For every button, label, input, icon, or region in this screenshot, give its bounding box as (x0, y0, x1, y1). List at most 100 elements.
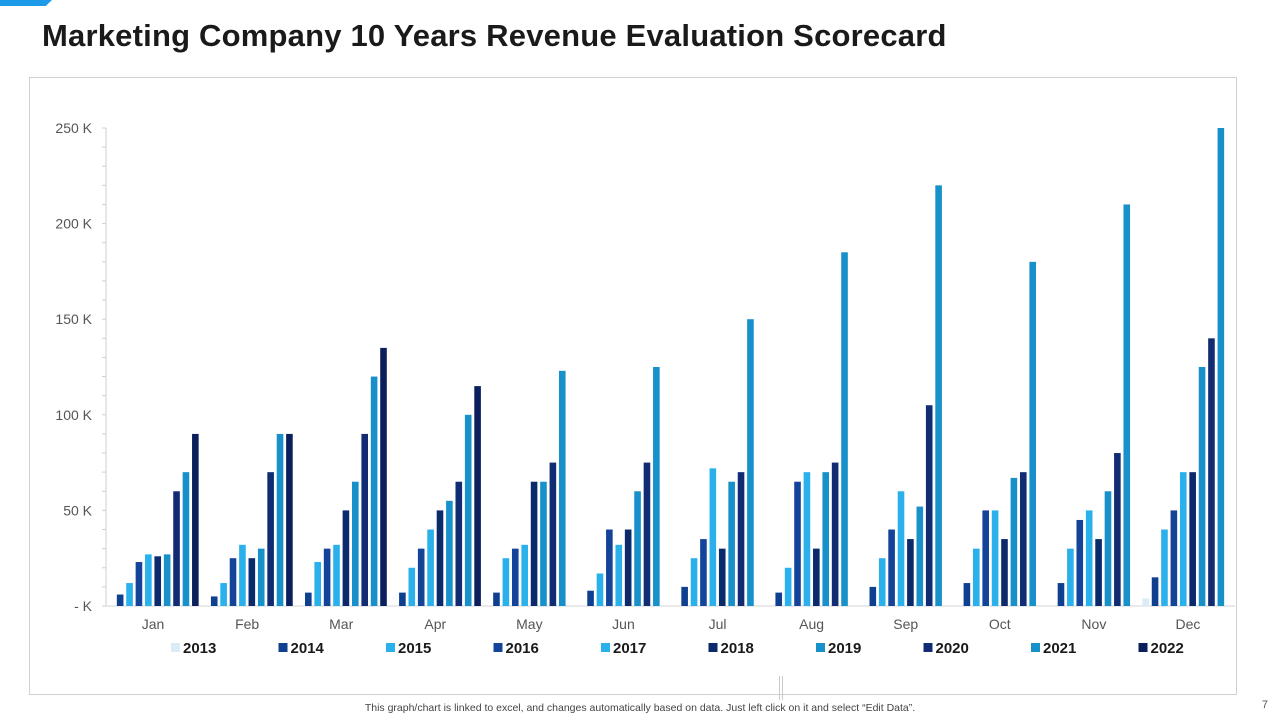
legend-label-2016[interactable]: 2016 (506, 640, 539, 657)
bar-2020-jun[interactable] (643, 462, 651, 606)
bar-2021-oct[interactable] (1029, 261, 1036, 606)
bar-2016-nov[interactable] (1076, 519, 1084, 606)
bar-2017-dec[interactable] (1179, 472, 1187, 606)
bar-2022-apr[interactable] (474, 386, 481, 606)
legend-label-2015[interactable]: 2015 (398, 640, 431, 657)
bar-2021-dec[interactable] (1217, 128, 1225, 606)
bar-2018-apr[interactable] (436, 510, 444, 606)
bar-2014-jun[interactable] (587, 590, 594, 606)
legend-label-2014[interactable]: 2014 (291, 640, 325, 657)
bar-2019-jan[interactable] (163, 554, 171, 606)
bar-2014-jul[interactable] (681, 586, 688, 606)
bar-2017-sep[interactable] (897, 491, 905, 606)
legend-label-2013[interactable]: 2013 (183, 640, 216, 657)
bar-2021-jan[interactable] (182, 472, 190, 606)
bar-2017-feb[interactable] (239, 544, 246, 606)
bar-2015-oct[interactable] (972, 548, 980, 606)
bar-2022-mar[interactable] (380, 347, 387, 606)
bar-2019-jun[interactable] (634, 491, 641, 606)
bar-2014-dec[interactable] (1151, 577, 1159, 606)
bar-2015-apr[interactable] (408, 567, 416, 606)
bar-2016-feb[interactable] (229, 558, 237, 606)
bar-2019-apr[interactable] (446, 500, 453, 606)
bar-2018-oct[interactable] (1001, 539, 1008, 606)
chart-frame[interactable]: - K 50 K 100 K 150 K 200 K 250 K Jan Feb Mar Apr M… (29, 77, 1237, 695)
bar-2017-jan[interactable] (145, 554, 152, 606)
bar-2018-may[interactable] (530, 481, 538, 606)
bar-2020-jan[interactable] (173, 491, 180, 606)
bar-2015-feb[interactable] (220, 583, 227, 606)
bar-2013-dec[interactable] (1142, 598, 1149, 606)
bar-2018-jun[interactable] (624, 529, 632, 606)
bar-2018-jan[interactable] (154, 556, 162, 606)
bar-2018-dec[interactable] (1189, 472, 1196, 606)
bar-2017-jul[interactable] (709, 468, 717, 606)
bar-2016-jul[interactable] (700, 539, 707, 606)
bar-2021-jul[interactable] (747, 319, 754, 606)
bar-2015-dec[interactable] (1161, 529, 1168, 606)
bar-2014-aug[interactable] (775, 592, 783, 606)
bar-2021-nov[interactable] (1123, 204, 1131, 606)
bar-2018-mar[interactable] (342, 510, 350, 606)
bar-2020-aug[interactable] (831, 462, 839, 606)
bar-2016-jun[interactable] (606, 529, 613, 606)
bar-2018-jul[interactable] (718, 548, 726, 606)
bar-2022-jan[interactable] (192, 433, 199, 606)
bar-2016-jan[interactable] (135, 562, 143, 606)
bar-2019-nov[interactable] (1104, 491, 1112, 606)
bar-2015-jan[interactable] (126, 583, 133, 606)
bar-2015-may[interactable] (502, 558, 510, 606)
bar-2019-sep[interactable] (916, 506, 924, 606)
bar-2017-mar[interactable] (333, 544, 340, 606)
bar-2019-jul[interactable] (728, 481, 735, 606)
bar-2014-apr[interactable] (399, 592, 406, 606)
bar-2021-mar[interactable] (370, 376, 378, 606)
bar-2018-nov[interactable] (1095, 539, 1102, 606)
bar-2015-nov[interactable] (1067, 548, 1074, 606)
bar-2018-aug[interactable] (813, 548, 820, 606)
bar-2020-dec[interactable] (1208, 338, 1215, 606)
bar-2021-feb[interactable] (276, 433, 284, 606)
bar-2021-may[interactable] (558, 370, 566, 606)
bar-2016-mar[interactable] (323, 548, 331, 606)
bar-2018-feb[interactable] (248, 558, 256, 606)
bar-2016-apr[interactable] (417, 548, 425, 606)
bar-2020-nov[interactable] (1114, 453, 1121, 606)
bar-2014-may[interactable] (493, 592, 500, 606)
bar-2019-may[interactable] (540, 481, 547, 606)
bar-2016-sep[interactable] (888, 529, 895, 606)
bar-2017-apr[interactable] (427, 529, 434, 606)
bar-2014-jan[interactable] (116, 594, 124, 606)
bar-2020-jul[interactable] (737, 472, 745, 606)
bar-2020-feb[interactable] (267, 472, 274, 606)
bar-2015-aug[interactable] (784, 567, 792, 606)
legend-label-2019[interactable]: 2019 (828, 640, 861, 657)
legend-label-2021[interactable]: 2021 (1043, 640, 1076, 657)
bar-2015-mar[interactable] (314, 562, 322, 606)
legend-label-2018[interactable]: 2018 (721, 640, 754, 657)
bar-2017-aug[interactable] (803, 472, 811, 606)
bar-2019-dec[interactable] (1198, 367, 1206, 606)
bar-2020-may[interactable] (549, 462, 557, 606)
bar-2014-feb[interactable] (210, 596, 218, 606)
bar-2014-oct[interactable] (963, 583, 971, 606)
bar-2016-oct[interactable] (982, 510, 989, 606)
legend-label-2020[interactable]: 2020 (936, 640, 969, 657)
bar-2019-oct[interactable] (1010, 477, 1018, 606)
bar-2017-jun[interactable] (615, 544, 623, 606)
legend-label-2017[interactable]: 2017 (613, 640, 646, 657)
legend-label-2022[interactable]: 2022 (1151, 640, 1184, 657)
bar-2015-sep[interactable] (878, 558, 886, 606)
bar-2017-may[interactable] (521, 544, 528, 606)
bar-2018-sep[interactable] (907, 539, 914, 606)
bar-2021-sep[interactable] (935, 185, 942, 607)
bar-2021-jun[interactable] (653, 367, 660, 606)
bar-2022-feb[interactable] (286, 433, 293, 606)
bar-2019-feb[interactable] (257, 548, 265, 606)
bar-2016-aug[interactable] (794, 481, 801, 606)
bar-2020-mar[interactable] (361, 433, 369, 606)
bar-2017-nov[interactable] (1085, 510, 1093, 606)
bar-2021-aug[interactable] (841, 252, 848, 606)
bar-2015-jul[interactable] (690, 558, 698, 606)
bar-2017-oct[interactable] (991, 510, 999, 606)
